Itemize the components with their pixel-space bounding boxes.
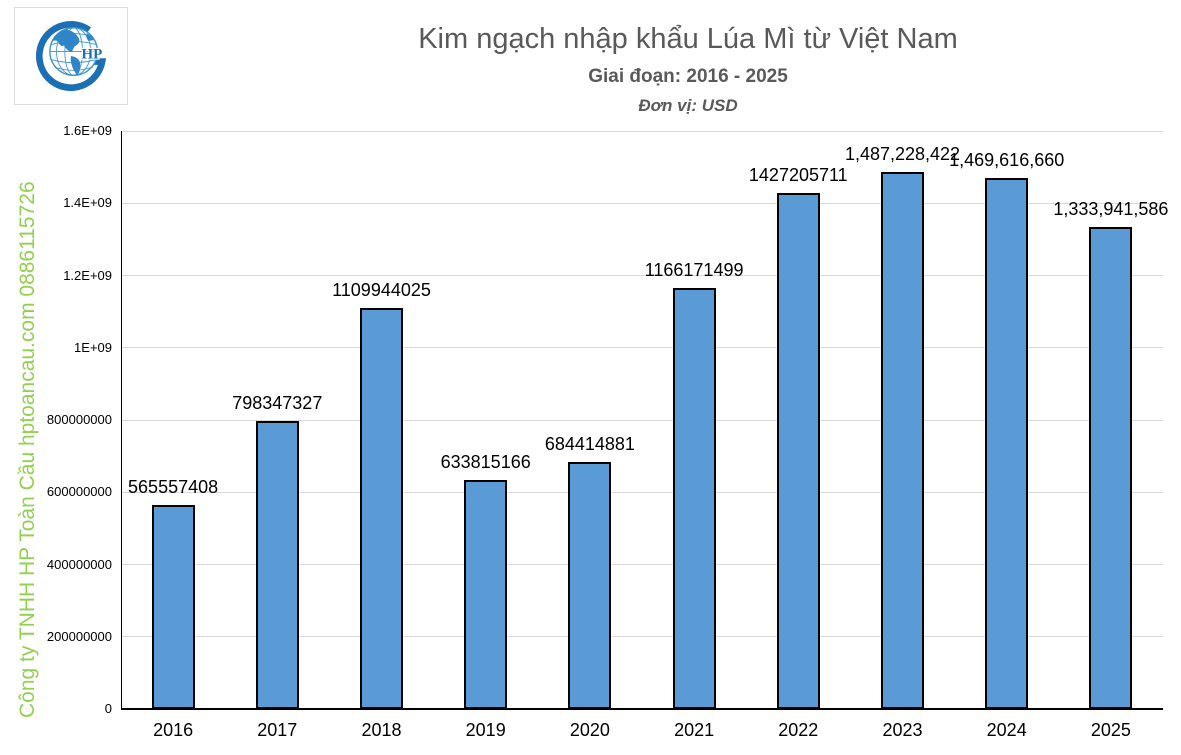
chart-subtitle: Giai đoạn: 2016 - 2025 (588, 66, 788, 87)
x-tick-label: 2019 (465, 720, 506, 740)
x-tick-label: 2024 (986, 720, 1027, 740)
y-tick-label: 400000000 (46, 556, 112, 572)
bar-value-label: 798347327 (232, 393, 323, 413)
gridline (121, 347, 1163, 349)
y-tick-label: 1.6E+09 (63, 123, 112, 138)
y-tick-label: 200000000 (46, 628, 112, 644)
bar (881, 172, 924, 709)
company-logo: HP (14, 7, 128, 105)
y-axis-line (121, 131, 122, 709)
x-tick-label: 2022 (778, 720, 819, 740)
x-tick-label: 2016 (153, 720, 194, 740)
y-tick-label: 1E+09 (74, 339, 112, 355)
bar (151, 505, 195, 709)
x-axis-line (121, 708, 1163, 710)
bar-value-label: 1109944025 (332, 280, 431, 300)
globe-hp-icon: HP (35, 21, 107, 91)
x-tick-label: 2020 (569, 720, 610, 740)
bar-value-label: 1427205711 (748, 165, 848, 185)
bar (985, 178, 1029, 709)
x-tick-label: 2021 (674, 720, 715, 740)
x-tick-label: 2018 (361, 720, 402, 740)
gridline (121, 564, 1163, 565)
gridline (121, 130, 1163, 132)
x-tick-label: 2025 (1090, 720, 1131, 740)
bar-value-label: 633815166 (440, 452, 531, 472)
bar (1089, 227, 1133, 709)
y-tick-label: 0 (104, 701, 112, 716)
bar-value-label: 1,469,616,660 (949, 150, 1065, 170)
y-tick-label: 1.4E+09 (63, 195, 112, 211)
bar (360, 308, 403, 709)
title-block: Kim ngạch nhập khẩu Lúa Mì từ Việt Nam G… (196, 22, 1180, 117)
x-tick-label: 2017 (257, 720, 298, 740)
bar (672, 288, 716, 709)
bar (255, 421, 299, 709)
chart-unit-label: Đơn vị: USD (638, 96, 738, 115)
bar-value-label: 684414881 (544, 434, 635, 454)
y-tick-label: 600000000 (46, 484, 112, 500)
gridline (121, 636, 1163, 638)
bar (464, 480, 508, 709)
x-tick-label: 2023 (882, 720, 923, 740)
gridline (121, 275, 1163, 276)
bar-value-label: 565557408 (128, 477, 219, 497)
bar (568, 462, 612, 709)
bar-value-label: 1,487,228,422 (844, 144, 961, 164)
bar (776, 193, 820, 709)
gridline (121, 202, 1163, 204)
bar-value-label: 1,333,941,586 (1053, 199, 1169, 219)
chart-title: Kim ngạch nhập khẩu Lúa Mì từ Việt Nam (418, 23, 958, 55)
y-tick-label: 800000000 (46, 412, 112, 427)
gridline (121, 491, 1163, 493)
gridline (121, 419, 1163, 421)
y-tick-label: 1.2E+09 (63, 267, 112, 283)
bar-value-label: 1166171499 (644, 260, 744, 280)
logo-monogram: HP (82, 47, 103, 63)
